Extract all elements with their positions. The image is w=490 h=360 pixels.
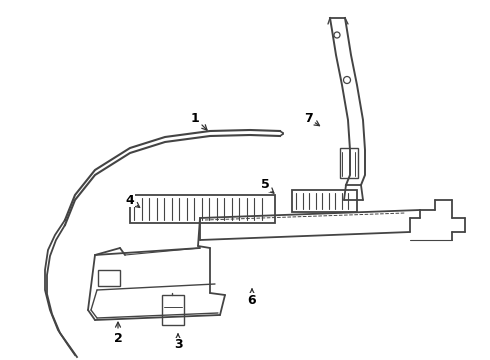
Text: 6: 6 [247,289,256,306]
Text: 2: 2 [114,322,122,345]
Text: 1: 1 [191,112,207,130]
Bar [340,148,358,178]
Bar [98,270,120,286]
Text: 4: 4 [125,194,140,207]
Text: 5: 5 [261,179,274,193]
Text: 7: 7 [304,112,319,126]
Text: 3: 3 [173,334,182,351]
